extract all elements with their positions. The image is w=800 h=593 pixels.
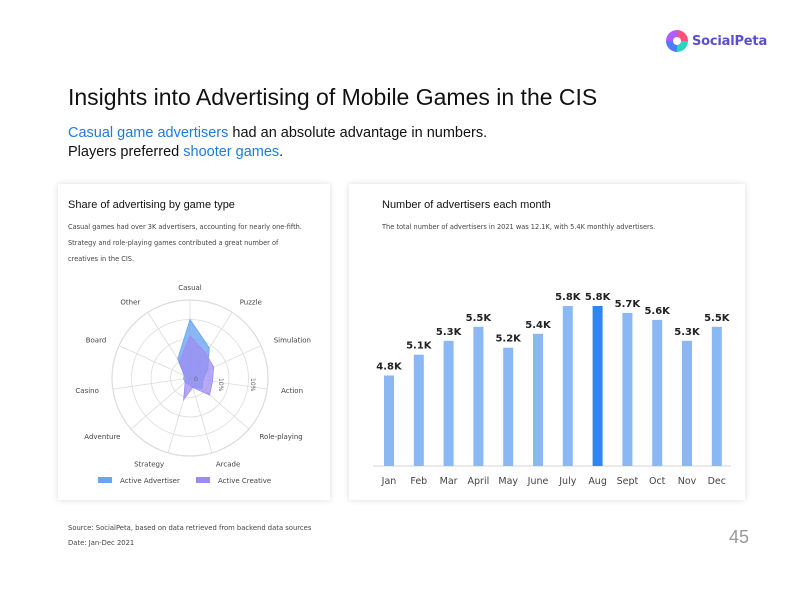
- x-tick-label: Feb: [410, 476, 427, 487]
- bar-value-label: 5.7K: [615, 299, 642, 310]
- bar-value-label: 5.5K: [466, 313, 493, 324]
- x-tick-label: Nov: [678, 476, 697, 487]
- radar-category-label: Casino: [75, 387, 99, 395]
- x-tick-label: May: [498, 476, 518, 487]
- radar-tick-label: 10%: [217, 378, 224, 392]
- subtitle-line-2-segment: shooter games: [183, 144, 280, 160]
- bar-card-title: Number of advertisers each month: [382, 199, 551, 211]
- legend-label: Active Creative: [218, 477, 271, 485]
- x-tick-label: Aug: [588, 476, 607, 487]
- radar-category-label: Board: [86, 337, 107, 345]
- radar-tick-label: 0: [194, 376, 198, 383]
- radar-desc-line: Casual games had over 3K advertisers, ac…: [68, 223, 302, 231]
- bar-chart: 4.8K Jan 5.1K Feb 5.3K Mar 5.5K April 5.2K May 5.4…: [373, 292, 731, 487]
- bar-value-label: 5.4K: [525, 320, 552, 331]
- bar-value-label: 5.8K: [585, 292, 612, 303]
- x-tick-label: Sept: [617, 476, 639, 487]
- bar-value-label: 5.2K: [495, 334, 522, 345]
- radar-category-label: Role-playing: [260, 433, 303, 441]
- socialpeta-logo: SocialPeta: [665, 29, 767, 53]
- bar-dec: [711, 326, 722, 466]
- bar-value-label: 5.6K: [644, 306, 671, 317]
- subtitle-line-1-segment: Casual game advertisers: [68, 125, 229, 141]
- radar-tick-label: 10%: [249, 378, 256, 392]
- subtitle-line-1-segment: had an absolute advantage in numbers.: [228, 125, 488, 141]
- x-tick-label: July: [558, 476, 576, 487]
- bar-mar: [443, 340, 454, 466]
- radar-category-label: Simulation: [274, 337, 311, 345]
- source-note: Source: SocialPeta, based on data retrie…: [68, 524, 312, 532]
- socialpeta-logo-icon: [666, 30, 688, 52]
- x-tick-label: Dec: [708, 476, 726, 487]
- bar-value-label: 5.1K: [406, 341, 433, 352]
- logo-text: SocialPeta: [692, 33, 768, 49]
- bar-april: [473, 326, 484, 466]
- page-title: Insights into Advertising of Mobile Game…: [68, 84, 598, 110]
- radar-category-label: Action: [281, 387, 303, 395]
- bar-chart-card: Number of advertisers each month The tot…: [349, 184, 745, 500]
- bar-oct: [652, 319, 663, 466]
- radar-category-label: Arcade: [216, 460, 240, 468]
- legend-swatch: [98, 477, 112, 483]
- subtitle-line-2-segment: .: [279, 144, 284, 160]
- radar-category-label: Adventure: [84, 433, 120, 441]
- bar-june: [533, 333, 543, 466]
- radar-spoke: [118, 345, 191, 379]
- bar-nov: [682, 340, 692, 466]
- radar-category-label: Puzzle: [240, 298, 262, 306]
- radar-card-description: Casual games had over 3K advertisers, ac…: [68, 219, 326, 267]
- x-tick-label: June: [527, 476, 549, 487]
- bar-value-label: 5.5K: [704, 313, 731, 324]
- radar-category-label: Other: [120, 298, 140, 306]
- radar-spoke: [112, 377, 191, 390]
- bar-feb: [413, 354, 424, 466]
- subtitle-line-2: Players preferred shooter games.: [68, 144, 283, 160]
- page-number: 45: [729, 527, 750, 547]
- radar-card-title: Share of advertising by game type: [68, 199, 235, 211]
- radar-desc-line: creatives in the CIS.: [68, 255, 135, 263]
- subtitle-line-1: Casual game advertisers had an absolute …: [68, 125, 487, 141]
- x-tick-label: Mar: [440, 476, 458, 487]
- subtitle-line-2-segment: Players preferred: [68, 144, 184, 160]
- bar-aug: [592, 306, 603, 466]
- radar-spoke: [130, 377, 191, 430]
- radar-spoke: [189, 377, 213, 453]
- bar-value-label: 5.3K: [436, 327, 463, 338]
- bar-may: [503, 347, 514, 466]
- radar-series-active-creative: [179, 335, 215, 402]
- x-tick-label: Jan: [381, 476, 397, 487]
- x-tick-label: Oct: [649, 476, 666, 487]
- bar-value-label: 5.8K: [555, 292, 582, 303]
- legend-label: Active Advertiser: [120, 477, 180, 485]
- bar-july: [562, 306, 573, 466]
- radar-chart-card: Share of advertising by game type Casual…: [58, 184, 330, 500]
- x-tick-label: April: [468, 476, 490, 487]
- bar-jan: [384, 375, 394, 466]
- bar-value-label: 4.8K: [376, 362, 403, 373]
- radar-category-label: Casual: [178, 284, 202, 292]
- legend-swatch: [196, 477, 210, 483]
- radar-chart: 0 10% 10% Casual Puzzle Simulation Action Role-…: [75, 284, 311, 485]
- bar-sept: [622, 312, 633, 466]
- bar-value-label: 5.3K: [674, 327, 701, 338]
- bar-card-description: The total number of advertisers in 2021 …: [382, 223, 656, 231]
- radar-category-label: Strategy: [134, 460, 164, 468]
- date-note: Date: Jan-Dec 2021: [68, 539, 135, 547]
- radar-desc-line: Strategy and role-playing games contribu…: [68, 239, 279, 247]
